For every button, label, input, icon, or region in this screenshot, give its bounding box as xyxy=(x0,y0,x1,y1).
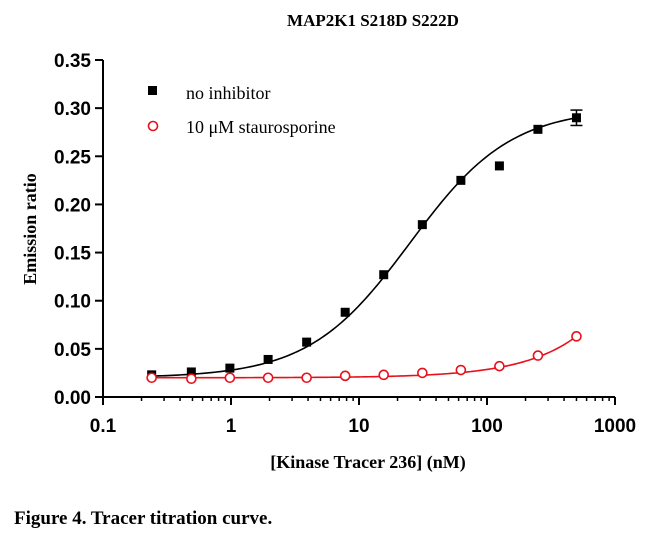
x-axis-ticks: 0.1 1 10 100 1000 xyxy=(90,397,636,437)
y-tick-label: 0.20 xyxy=(54,195,91,216)
y-axis-label: Emission ratio xyxy=(20,173,40,285)
x-axis-label: [Kinase Tracer 236] (nM) xyxy=(270,452,465,473)
data-point-no-inhibitor xyxy=(456,175,466,185)
legend: no inhibitor 10 μM staurosporine xyxy=(147,83,336,137)
y-tick-label: 0.10 xyxy=(54,292,91,313)
fit-curve-no-inhibitor xyxy=(151,116,577,377)
y-tick-label: 0.00 xyxy=(54,388,91,409)
data-point-staurosporine xyxy=(532,350,544,361)
data-point-staurosporine xyxy=(301,372,312,384)
data-point-staurosporine xyxy=(417,367,428,379)
data-point-staurosporine xyxy=(571,331,582,342)
legend-label-no-inhibitor: no inhibitor xyxy=(186,83,271,103)
data-point-staurosporine xyxy=(186,373,197,385)
data-point-staurosporine xyxy=(224,372,236,384)
data-point-staurosporine xyxy=(339,370,351,382)
data-point-no-inhibitor xyxy=(533,124,543,134)
y-tick-label: 0.35 xyxy=(54,51,91,72)
legend-marker-no-inhibitor xyxy=(148,86,157,95)
data-point-no-inhibitor xyxy=(417,220,427,230)
x-tick-label: 0.1 xyxy=(90,416,117,437)
data-point-no-inhibitor xyxy=(379,270,389,280)
data-point-staurosporine xyxy=(494,360,505,372)
chart-title: MAP2K1 S218D S222D xyxy=(287,11,459,30)
x-tick-label: 1000 xyxy=(594,416,636,437)
y-tick-label: 0.30 xyxy=(54,99,91,120)
x-tick-label: 1 xyxy=(226,416,237,437)
data-point-no-inhibitor xyxy=(302,337,312,347)
y-axis-ticks: 0.00 0.05 0.10 0.15 0.20 0.25 0.30 0.35 xyxy=(54,51,103,409)
data-point-staurosporine xyxy=(378,369,390,381)
plot-area xyxy=(102,60,615,398)
data-point-no-inhibitor xyxy=(340,307,350,317)
data-point-staurosporine xyxy=(455,364,467,376)
data-point-no-inhibitor xyxy=(571,113,581,123)
y-tick-label: 0.15 xyxy=(54,244,91,265)
fit-curve-staurosporine xyxy=(151,335,577,379)
x-tick-label: 10 xyxy=(348,416,369,437)
data-point-staurosporine xyxy=(146,372,157,384)
data-point-no-inhibitor xyxy=(494,161,504,171)
data-point-no-inhibitor xyxy=(186,367,196,377)
data-point-no-inhibitor xyxy=(225,363,235,373)
x-tick-label: 100 xyxy=(471,416,503,437)
figure-caption: Figure 4. Tracer titration curve. xyxy=(14,508,273,529)
legend-marker-staurosporine xyxy=(147,120,159,132)
y-tick-label: 0.05 xyxy=(54,340,91,361)
legend-label-staurosporine: 10 μM staurosporine xyxy=(186,117,336,137)
y-tick-label: 0.25 xyxy=(54,147,91,168)
data-point-staurosporine xyxy=(262,372,274,384)
data-point-no-inhibitor xyxy=(263,354,273,364)
